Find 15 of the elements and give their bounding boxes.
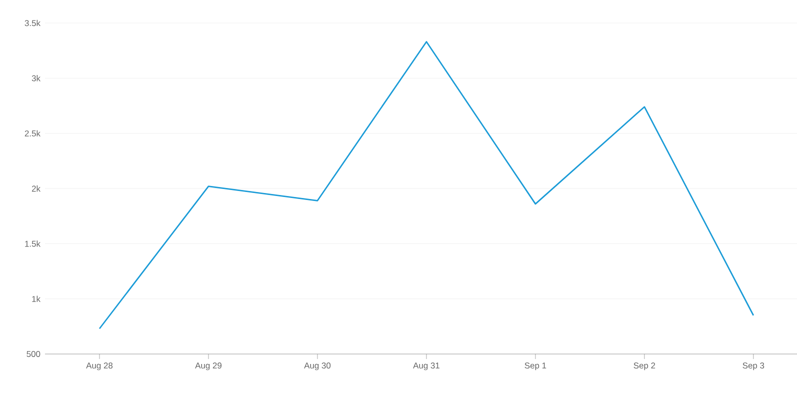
y-tick-label: 3.5k: [24, 20, 40, 26]
y-tick-label: 500: [26, 351, 40, 357]
x-tick-label: Sep 3: [742, 362, 764, 370]
y-tick-label: 2.5k: [24, 130, 40, 136]
x-tick-label: Aug 28: [86, 362, 113, 370]
y-tick-label: 2k: [32, 185, 40, 192]
y-tick-label: 1k: [32, 296, 40, 302]
x-tick-label: Aug 29: [195, 362, 222, 370]
y-tick-label: 3k: [32, 75, 40, 82]
y-tick-label: 1.5k: [25, 240, 40, 247]
x-tick-label: Sep 1: [524, 362, 546, 370]
line-series: [98, 41, 754, 330]
x-tick-label: Sep 2: [634, 362, 656, 370]
x-tick-label: Aug 31: [413, 362, 440, 370]
x-tick-label: Aug 30: [304, 362, 331, 370]
